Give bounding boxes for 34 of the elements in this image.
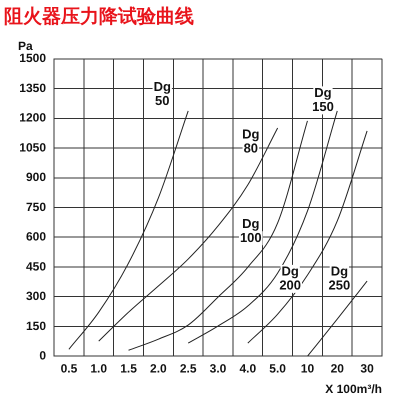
x-tick-label: 5.0 [269,362,286,376]
annotation: Dg 50 [154,79,171,108]
x-tick-label: 10 [300,362,314,376]
y-axis-title: Pa [18,39,34,54]
annotation: Dg 200 [279,263,302,292]
annotation: Dg 100 [240,216,262,245]
y-tick-label: 0 [39,348,46,363]
y-tick-label: 900 [26,170,46,184]
annotation: Dg 150 [312,85,334,114]
y-tick-label: 1350 [19,80,46,95]
x-tick-label: 2.0 [150,362,168,376]
y-tick-label: 1050 [19,140,46,154]
line-series [98,127,278,342]
x-tick-label: 0.5 [60,362,78,376]
y-tick-label: 150 [26,318,46,333]
x-tick-label: 30 [360,362,374,376]
y-tick-label: 750 [26,200,46,214]
x-tick-label: 3.0 [210,362,227,376]
line-series [128,120,308,351]
y-tick-label: 450 [26,259,46,274]
x-tick-label: 1.5 [120,362,138,376]
x-tick-label: 20 [330,362,344,376]
x-tick-label: 1.0 [90,362,108,376]
annotation: Dg 250 [328,263,350,292]
line-series [68,110,189,350]
x-tick-label: 2.5 [180,362,197,376]
chart-title: 阻火器压力降试验曲线 [4,6,194,28]
y-tick-label: 300 [26,289,46,304]
annotation: Dg 80 [242,126,260,156]
x-axis-title: X 100m³/h [325,382,382,396]
y-tick-label: 1200 [19,110,46,125]
y-tick-label: 600 [26,230,46,244]
x-tick-label: 4.0 [239,362,256,376]
y-tick-label: 1500 [19,51,46,66]
